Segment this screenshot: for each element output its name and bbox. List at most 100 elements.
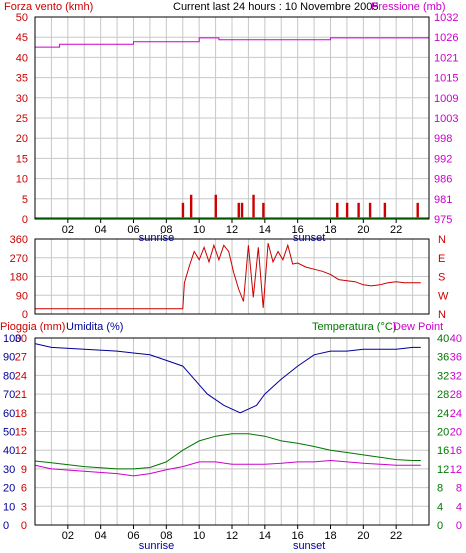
humidity-tick: 50 [3, 427, 15, 439]
humidity-tick: 80 [3, 370, 15, 382]
pressure-line [35, 37, 429, 48]
rain-axis-label: Pioggia (mm) [0, 321, 65, 333]
p3-x-tick: 20 [357, 530, 369, 542]
wind-direction-line [35, 243, 421, 310]
p1-x-tick: 10 [193, 224, 205, 236]
p1-x-tick: 02 [62, 224, 74, 236]
temperature-tick: 16 [437, 445, 449, 457]
pressure-tick: 1009 [434, 93, 458, 105]
rain-tick: 0 [21, 520, 27, 532]
dewpoint-tick: 36 [450, 352, 462, 364]
p1-x-tick: 04 [95, 224, 107, 236]
dewpoint-tick: 12 [450, 464, 462, 476]
pressure-tick: 1021 [434, 52, 458, 64]
pressure-tick: 981 [434, 194, 452, 206]
p1-x-tick: 08 [160, 224, 172, 236]
humidity-tick: 100 [3, 333, 21, 345]
p1-x-tick: 16 [292, 224, 304, 236]
compass-tick: W [438, 290, 449, 302]
p3-x-tick: 22 [390, 530, 402, 542]
dewpoint-tick: 0 [456, 520, 462, 532]
wind-tick: 35 [16, 73, 28, 85]
rain-tick: 30 [15, 333, 27, 345]
rain-tick: 18 [15, 408, 27, 420]
direction-tick: 270 [10, 253, 28, 265]
sunset-label: sunset [293, 232, 325, 244]
pressure-tick: 998 [434, 133, 452, 145]
temperature-tick: 32 [437, 370, 449, 382]
p1-x-tick: 22 [390, 224, 402, 236]
wind-bar [383, 202, 387, 219]
temperature-tick: 20 [437, 427, 449, 439]
p3-x-tick: 12 [226, 530, 238, 542]
compass-tick: E [438, 253, 445, 265]
humidity-tick: 60 [3, 408, 15, 420]
wind-bar [357, 202, 360, 219]
humidity-tick: 0 [3, 520, 9, 532]
humidity-tick: 90 [3, 352, 15, 364]
rain-tick: 24 [15, 370, 27, 382]
temperature-tick: 36 [437, 352, 449, 364]
pressure-tick: 986 [434, 174, 452, 186]
pressure-tick: 1032 [434, 12, 458, 24]
dewpoint-tick: 16 [450, 445, 462, 457]
temperature-tick: 8 [437, 483, 443, 495]
temperature-tick: 28 [437, 389, 449, 401]
dewpoint-tick: 20 [450, 427, 462, 439]
wind-tick: 45 [16, 32, 28, 44]
sunrise-label-2: sunrise [139, 540, 174, 552]
p3-x-tick: 08 [160, 530, 172, 542]
p1-x-tick: 06 [127, 224, 139, 236]
wind-bar [336, 202, 339, 219]
wind-tick: 30 [16, 93, 28, 105]
dewpoint-axis-label: Dew Point [393, 321, 443, 333]
wind-bar [345, 202, 349, 219]
sunset-label-2: sunset [293, 540, 325, 552]
temperature-tick: 0 [437, 520, 443, 532]
p3-x-tick: 04 [95, 530, 107, 542]
direction-tick: 90 [16, 290, 28, 302]
p3-x-tick: 14 [259, 530, 271, 542]
humidity-tick: 40 [3, 445, 15, 457]
wind-axis-label: Forza vento (kmh) [4, 1, 93, 13]
rain-tick: 3 [21, 501, 27, 513]
temperature-tick: 24 [437, 408, 449, 420]
dewpoint-tick: 4 [456, 501, 462, 513]
wind-bar [189, 194, 193, 219]
wind-bar [416, 202, 419, 219]
pressure-tick: 975 [434, 214, 452, 226]
wind-bar [252, 194, 255, 219]
humidity-tick: 70 [3, 389, 15, 401]
pressure-tick: 1015 [434, 73, 458, 85]
chart-title: Current last 24 hours : 10 Novembre 2005 [173, 1, 378, 13]
wind-bar [262, 202, 265, 219]
humidity-tick: 30 [3, 464, 15, 476]
temperature-tick: 40 [437, 333, 449, 345]
p3-x-tick: 16 [292, 530, 304, 542]
p3-x-tick: 06 [127, 530, 139, 542]
wind-tick: 50 [16, 12, 28, 24]
pressure-tick: 1026 [434, 32, 458, 44]
direction-tick: 0 [22, 309, 28, 321]
humidity-tick: 10 [3, 501, 15, 513]
humidity-axis-label: Umidita (%) [66, 321, 123, 333]
rain-tick: 15 [15, 427, 27, 439]
rain-tick: 12 [15, 445, 27, 457]
p1-x-tick: 18 [324, 224, 336, 236]
sunrise-label: sunrise [139, 232, 174, 244]
p2-frame [34, 238, 430, 315]
wind-tick: 20 [16, 133, 28, 145]
dewpoint-tick: 8 [456, 483, 462, 495]
dewpoint-tick: 24 [450, 408, 462, 420]
compass-tick: N [438, 234, 446, 246]
p1-x-tick: 20 [357, 224, 369, 236]
temperature-tick: 12 [437, 464, 449, 476]
wind-bar [181, 202, 185, 219]
pressure-axis-label: Pressione (mb) [371, 1, 446, 13]
dewpoint-line [34, 459, 421, 477]
p3-x-tick: 10 [193, 530, 205, 542]
pressure-tick: 1003 [434, 113, 458, 125]
rain-tick: 21 [15, 389, 27, 401]
wind-bar [214, 194, 217, 219]
